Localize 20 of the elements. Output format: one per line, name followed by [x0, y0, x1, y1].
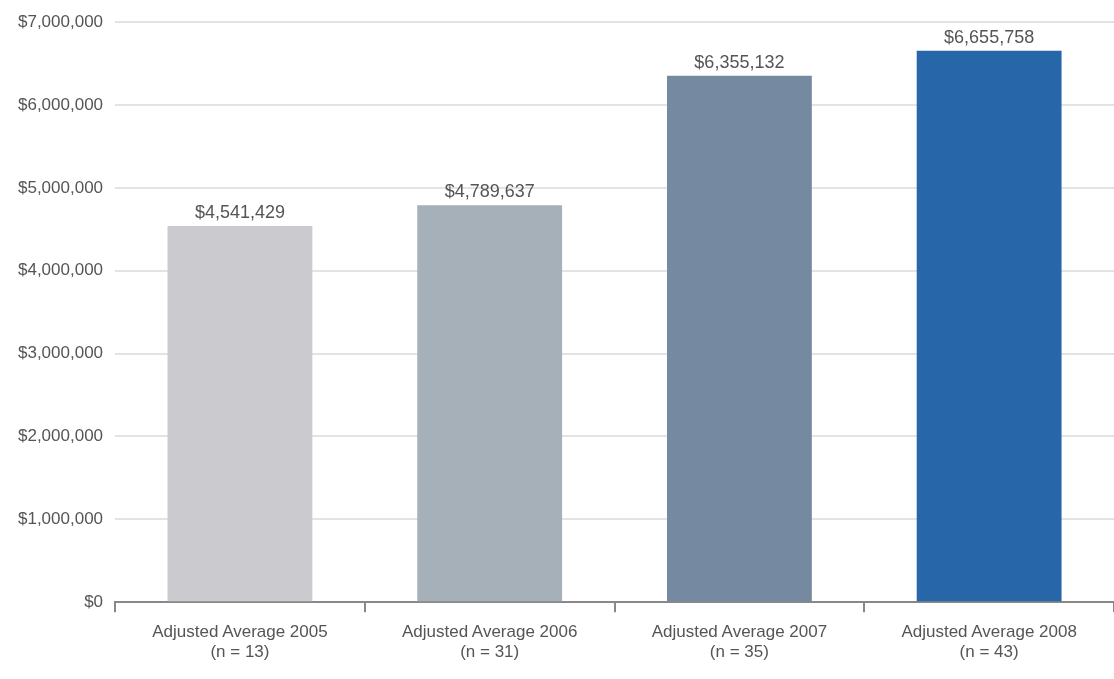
x-tick-label: Adjusted Average 2007 (n = 35)	[651, 622, 828, 662]
y-tick-label: $0	[84, 591, 104, 611]
data-label: $4,541,429	[194, 201, 285, 222]
y-tick-label: $7,000,000	[17, 11, 104, 31]
y-tick-label: $3,000,000	[17, 343, 104, 363]
y-tick-label: $1,000,000	[17, 509, 104, 529]
y-tick-label: $4,000,000	[17, 260, 104, 280]
data-label: $4,789,637	[444, 181, 535, 202]
bar	[916, 50, 1062, 602]
x-tick-label: Adjusted Average 2005 (n = 13)	[152, 622, 328, 662]
x-tick-label: Adjusted Average 2008 (n = 43)	[901, 622, 1077, 662]
bar	[666, 75, 812, 602]
data-label: $6,655,758	[944, 26, 1035, 47]
y-tick-label: $2,000,000	[17, 426, 104, 446]
data-label: $6,355,132	[694, 51, 785, 72]
bar	[167, 225, 313, 602]
x-tick-label: Adjusted Average 2006 (n = 31)	[401, 622, 578, 662]
bar	[417, 205, 563, 602]
y-tick-label: $5,000,000	[17, 177, 104, 197]
y-tick-label: $6,000,000	[17, 94, 104, 114]
